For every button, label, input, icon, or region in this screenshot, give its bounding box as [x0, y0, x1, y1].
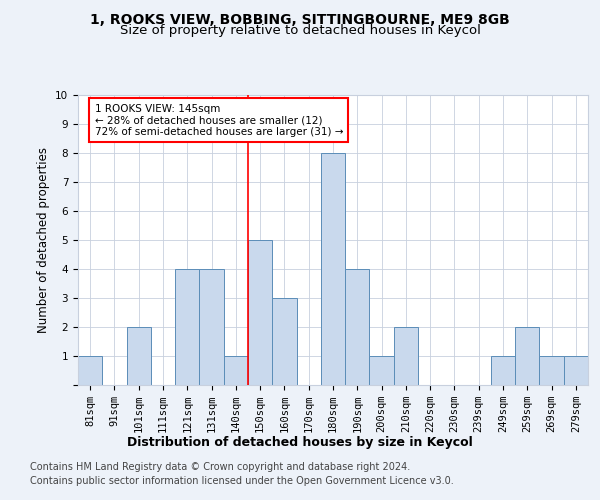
Bar — [394, 327, 418, 385]
Bar — [272, 298, 296, 385]
Bar — [345, 269, 370, 385]
Text: Contains public sector information licensed under the Open Government Licence v3: Contains public sector information licen… — [30, 476, 454, 486]
Text: Size of property relative to detached houses in Keycol: Size of property relative to detached ho… — [119, 24, 481, 37]
Bar — [515, 327, 539, 385]
Bar — [224, 356, 248, 385]
Bar — [175, 269, 199, 385]
Bar — [321, 153, 345, 385]
Text: Distribution of detached houses by size in Keycol: Distribution of detached houses by size … — [127, 436, 473, 449]
Text: 1 ROOKS VIEW: 145sqm
← 28% of detached houses are smaller (12)
72% of semi-detac: 1 ROOKS VIEW: 145sqm ← 28% of detached h… — [95, 104, 343, 137]
Bar — [539, 356, 564, 385]
Bar — [78, 356, 102, 385]
Bar — [199, 269, 224, 385]
Bar — [370, 356, 394, 385]
Text: 1, ROOKS VIEW, BOBBING, SITTINGBOURNE, ME9 8GB: 1, ROOKS VIEW, BOBBING, SITTINGBOURNE, M… — [90, 12, 510, 26]
Text: Contains HM Land Registry data © Crown copyright and database right 2024.: Contains HM Land Registry data © Crown c… — [30, 462, 410, 472]
Bar — [564, 356, 588, 385]
Bar — [248, 240, 272, 385]
Bar — [491, 356, 515, 385]
Bar — [127, 327, 151, 385]
Y-axis label: Number of detached properties: Number of detached properties — [37, 147, 50, 333]
